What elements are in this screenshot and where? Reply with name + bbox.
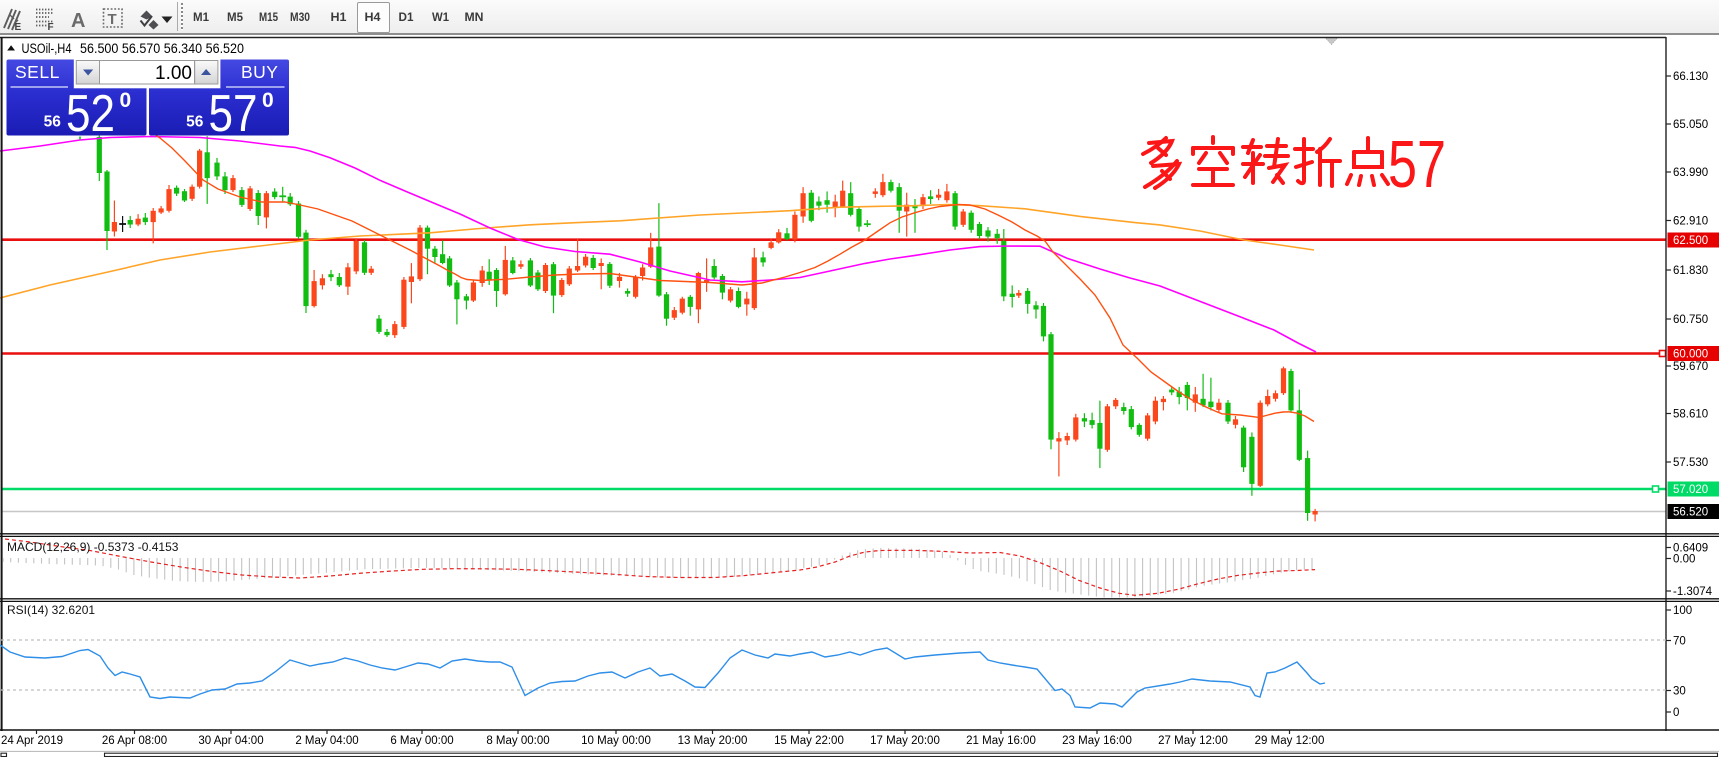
svg-text:65.050: 65.050 <box>1673 119 1708 131</box>
svg-text:62.910: 62.910 <box>1673 216 1708 228</box>
svg-text:70: 70 <box>1673 636 1686 648</box>
svg-text:E: E <box>15 22 22 33</box>
svg-text:1.00: 1.00 <box>155 63 192 84</box>
svg-text:H4: H4 <box>365 10 381 24</box>
svg-text:A: A <box>71 10 85 32</box>
svg-text:57: 57 <box>1388 127 1446 202</box>
svg-text:0.6409: 0.6409 <box>1673 543 1708 555</box>
svg-text:26 Apr 08:00: 26 Apr 08:00 <box>102 735 167 747</box>
svg-text:6 May 00:00: 6 May 00:00 <box>390 735 453 747</box>
svg-text:8 May 00:00: 8 May 00:00 <box>486 735 549 747</box>
svg-text:56: 56 <box>186 114 204 131</box>
svg-text:56.500 56.570 56.340 56.520: 56.500 56.570 56.340 56.520 <box>80 41 244 56</box>
svg-text:66.130: 66.130 <box>1673 71 1708 83</box>
svg-text:USOil-,H4: USOil-,H4 <box>22 41 72 56</box>
svg-text:MACD(12,26,9) -0.5373 -0.4153: MACD(12,26,9) -0.5373 -0.4153 <box>7 540 179 554</box>
svg-text:15 May 22:00: 15 May 22:00 <box>774 735 844 747</box>
svg-text:10 May 00:00: 10 May 00:00 <box>581 735 651 747</box>
svg-text:M30: M30 <box>290 10 310 24</box>
svg-text:57.530: 57.530 <box>1673 457 1708 469</box>
svg-text:M5: M5 <box>227 10 243 24</box>
svg-text:2 May 04:00: 2 May 04:00 <box>295 735 358 747</box>
svg-text:29 May 12:00: 29 May 12:00 <box>1255 735 1325 747</box>
svg-text:0: 0 <box>1673 707 1679 719</box>
svg-text:0: 0 <box>262 89 274 112</box>
svg-text:M15: M15 <box>259 10 278 24</box>
svg-text:W1: W1 <box>432 10 449 24</box>
svg-text:56: 56 <box>44 114 62 131</box>
svg-text:63.990: 63.990 <box>1673 167 1708 179</box>
svg-text:BUY: BUY <box>241 62 278 82</box>
svg-text:58.610: 58.610 <box>1673 409 1708 421</box>
svg-text:21 May 16:00: 21 May 16:00 <box>966 735 1036 747</box>
svg-text:0: 0 <box>120 89 132 112</box>
svg-text:62.500: 62.500 <box>1673 235 1708 247</box>
svg-text:60.750: 60.750 <box>1673 314 1708 326</box>
svg-text:T: T <box>108 11 117 28</box>
svg-text:57: 57 <box>209 85 258 143</box>
svg-text:M1: M1 <box>193 10 209 24</box>
svg-text:57.020: 57.020 <box>1673 484 1708 496</box>
svg-text:30 Apr 04:00: 30 Apr 04:00 <box>198 735 263 747</box>
svg-text:61.830: 61.830 <box>1673 265 1708 277</box>
svg-text:100: 100 <box>1673 605 1692 617</box>
svg-text:F: F <box>48 22 54 33</box>
svg-text:30: 30 <box>1673 686 1686 698</box>
svg-text:59.670: 59.670 <box>1673 361 1708 373</box>
svg-text:MN: MN <box>465 10 484 24</box>
svg-text:RSI(14) 32.6201: RSI(14) 32.6201 <box>7 603 95 617</box>
svg-text:56.520: 56.520 <box>1673 507 1708 519</box>
svg-text:27 May 12:00: 27 May 12:00 <box>1158 735 1228 747</box>
svg-text:24 Apr 2019: 24 Apr 2019 <box>1 735 63 747</box>
svg-text:H1: H1 <box>331 10 347 24</box>
svg-text:0.00: 0.00 <box>1673 554 1695 566</box>
svg-text:17 May 20:00: 17 May 20:00 <box>870 735 940 747</box>
svg-text:52: 52 <box>66 85 115 143</box>
svg-text:13 May 20:00: 13 May 20:00 <box>678 735 748 747</box>
svg-text:SELL: SELL <box>15 62 60 82</box>
svg-text:23 May 16:00: 23 May 16:00 <box>1062 735 1132 747</box>
svg-text:60.000: 60.000 <box>1673 349 1708 361</box>
svg-text:D1: D1 <box>399 10 414 24</box>
svg-text:-1.3074: -1.3074 <box>1673 586 1713 598</box>
